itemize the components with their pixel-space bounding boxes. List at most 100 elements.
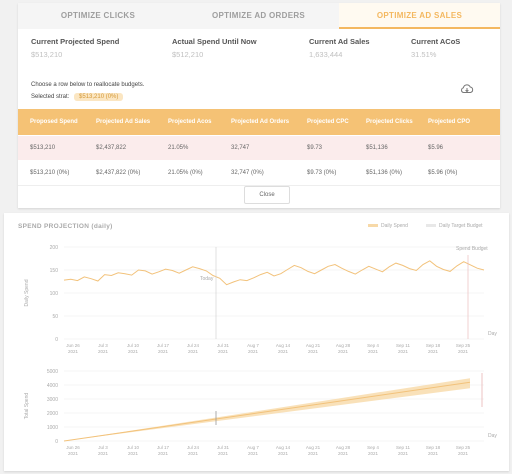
- kpi-value: $513,210: [31, 50, 63, 59]
- table-cell: $9.73 (0%): [307, 170, 337, 176]
- column-header: Projected Clicks: [366, 119, 413, 125]
- column-header: Projected Ad Sales: [96, 119, 151, 125]
- y-tick-label: 100: [50, 291, 59, 297]
- x-tick-label: 2021: [278, 349, 289, 354]
- x-tick-label: Sep 18: [426, 445, 441, 450]
- x-tick-label: 2021: [248, 451, 259, 456]
- table-cell: 32,747: [231, 145, 250, 151]
- x-tick-label: Sep 4: [367, 445, 379, 450]
- x-tick-label: Jul 17: [157, 343, 170, 348]
- column-header: Projected Ad Orders: [231, 119, 290, 125]
- table-row[interactable]: $513,210 $2,437,822 21.05% 32,747 $9.73 …: [18, 136, 500, 160]
- legend-swatch: [368, 224, 378, 228]
- y-axis-label: Daily Spend: [24, 279, 30, 306]
- table-cell: $5.96 (0%): [428, 170, 458, 176]
- x-tick-label: Jul 24: [187, 343, 200, 348]
- x-axis-unit: Day: [488, 331, 497, 337]
- y-tick-label: 200: [50, 245, 59, 251]
- y-tick-label: 4000: [47, 383, 58, 389]
- kpi-value: $512,210: [172, 50, 204, 59]
- x-tick-label: 2021: [338, 451, 349, 456]
- reallocate-hint: Choose a row below to reallocate budgets…: [31, 82, 145, 88]
- daily-spend-line: [63, 260, 485, 286]
- legend-daily-spend[interactable]: Daily Spend: [368, 223, 408, 229]
- y-tick-label: 0: [55, 337, 58, 343]
- x-tick-label: 2021: [248, 349, 259, 354]
- total-spend-area: [64, 378, 470, 441]
- kpi-label: Current Ad Sales: [309, 37, 370, 46]
- x-tick-label: Jul 3: [98, 445, 108, 450]
- x-tick-label: 2021: [98, 451, 109, 456]
- kpi-value: 1,633,444: [309, 50, 343, 59]
- y-axis-label: Total Spend: [24, 393, 30, 420]
- x-tick-label: 2021: [128, 451, 139, 456]
- y-tick-label: 5000: [47, 369, 58, 375]
- legend-daily-target-budget[interactable]: Daily Target Budget: [426, 223, 483, 229]
- table-cell: 21.05% (0%): [168, 170, 203, 176]
- x-tick-label: Sep 25: [456, 445, 471, 450]
- table-cell: $5.96: [428, 145, 444, 151]
- spend-budget-label: Spend Budget: [456, 246, 488, 252]
- kpi-label: Current Projected Spend: [31, 37, 120, 46]
- x-tick-label: Aug 14: [276, 445, 291, 450]
- x-tick-label: Aug 28: [336, 445, 351, 450]
- x-tick-label: 2021: [368, 349, 379, 354]
- chart-title: SPEND PROJECTION (daily): [18, 223, 113, 230]
- table-header: Proposed Spend Projected Ad Sales Projec…: [18, 109, 500, 135]
- cloud-download-icon[interactable]: [460, 83, 474, 95]
- x-tick-label: 2021: [218, 451, 229, 456]
- table-cell: $2,437,822: [96, 145, 127, 151]
- x-tick-label: 2021: [68, 451, 79, 456]
- table-row[interactable]: $513,210 (0%) $2,437,822 (0%) 21.05% (0%…: [18, 161, 500, 186]
- x-tick-label: 2021: [188, 349, 199, 354]
- x-axis-unit: Day: [488, 433, 497, 439]
- column-header: Projected CPO: [428, 119, 471, 125]
- x-tick-label: Jul 31: [217, 445, 230, 450]
- kpi-actual-spend: Actual Spend Until Now $512,210: [172, 37, 257, 59]
- column-header: Projected Acos: [168, 119, 212, 125]
- kpi-label: Current ACoS: [411, 37, 461, 46]
- table-cell: 21.05%: [168, 145, 189, 151]
- legend-swatch: [426, 224, 436, 228]
- tab-optimize-clicks[interactable]: OPTIMIZE CLICKS: [60, 11, 136, 20]
- table-cell: 32,747 (0%): [231, 170, 264, 176]
- x-tick-label: 2021: [428, 349, 439, 354]
- x-tick-label: Sep 18: [426, 343, 441, 348]
- x-tick-label: 2021: [158, 451, 169, 456]
- x-tick-label: Aug 21: [306, 445, 321, 450]
- x-tick-label: Aug 7: [247, 343, 259, 348]
- close-button[interactable]: Close: [244, 186, 290, 204]
- x-tick-label: 2021: [68, 349, 79, 354]
- kpi-current-ad-sales: Current Ad Sales 1,633,444: [309, 37, 370, 59]
- x-tick-label: Jul 10: [127, 343, 140, 348]
- x-tick-label: 2021: [458, 451, 469, 456]
- x-tick-label: 2021: [158, 349, 169, 354]
- x-tick-label: Aug 21: [306, 343, 321, 348]
- legend-label: Daily Target Budget: [439, 223, 483, 229]
- x-tick-label: 2021: [338, 349, 349, 354]
- x-tick-label: Sep 11: [396, 445, 410, 450]
- y-tick-label: 2000: [47, 411, 58, 417]
- x-tick-label: Jul 31: [217, 343, 230, 348]
- x-tick-label: 2021: [218, 349, 229, 354]
- x-tick-label: 2021: [98, 349, 109, 354]
- y-tick-label: 150: [50, 268, 59, 274]
- x-tick-label: 2021: [458, 349, 469, 354]
- y-tick-label: 3000: [47, 397, 58, 403]
- budget-panel: OPTIMIZE CLICKS OPTIMIZE AD ORDERS OPTIM…: [18, 3, 500, 208]
- x-tick-label: Aug 28: [336, 343, 351, 348]
- x-tick-label: Aug 7: [247, 445, 259, 450]
- tab-optimize-ad-sales[interactable]: OPTIMIZE AD SALES: [339, 3, 500, 29]
- table-cell: $513,210: [30, 145, 56, 151]
- today-label: Today: [200, 276, 214, 282]
- x-tick-label: 2021: [308, 349, 319, 354]
- kpi-label: Actual Spend Until Now: [172, 37, 257, 46]
- kpi-current-projected-spend: Current Projected Spend $513,210: [31, 37, 119, 59]
- x-tick-label: Aug 14: [276, 343, 291, 348]
- x-tick-label: Jun 26: [66, 445, 80, 450]
- tab-optimize-ad-orders[interactable]: OPTIMIZE AD ORDERS: [211, 11, 306, 20]
- x-tick-label: Jul 24: [187, 445, 200, 450]
- selected-strategy: Selected strat: $513,210 (0%): [31, 93, 124, 101]
- table-cell: $513,210 (0%): [30, 170, 70, 176]
